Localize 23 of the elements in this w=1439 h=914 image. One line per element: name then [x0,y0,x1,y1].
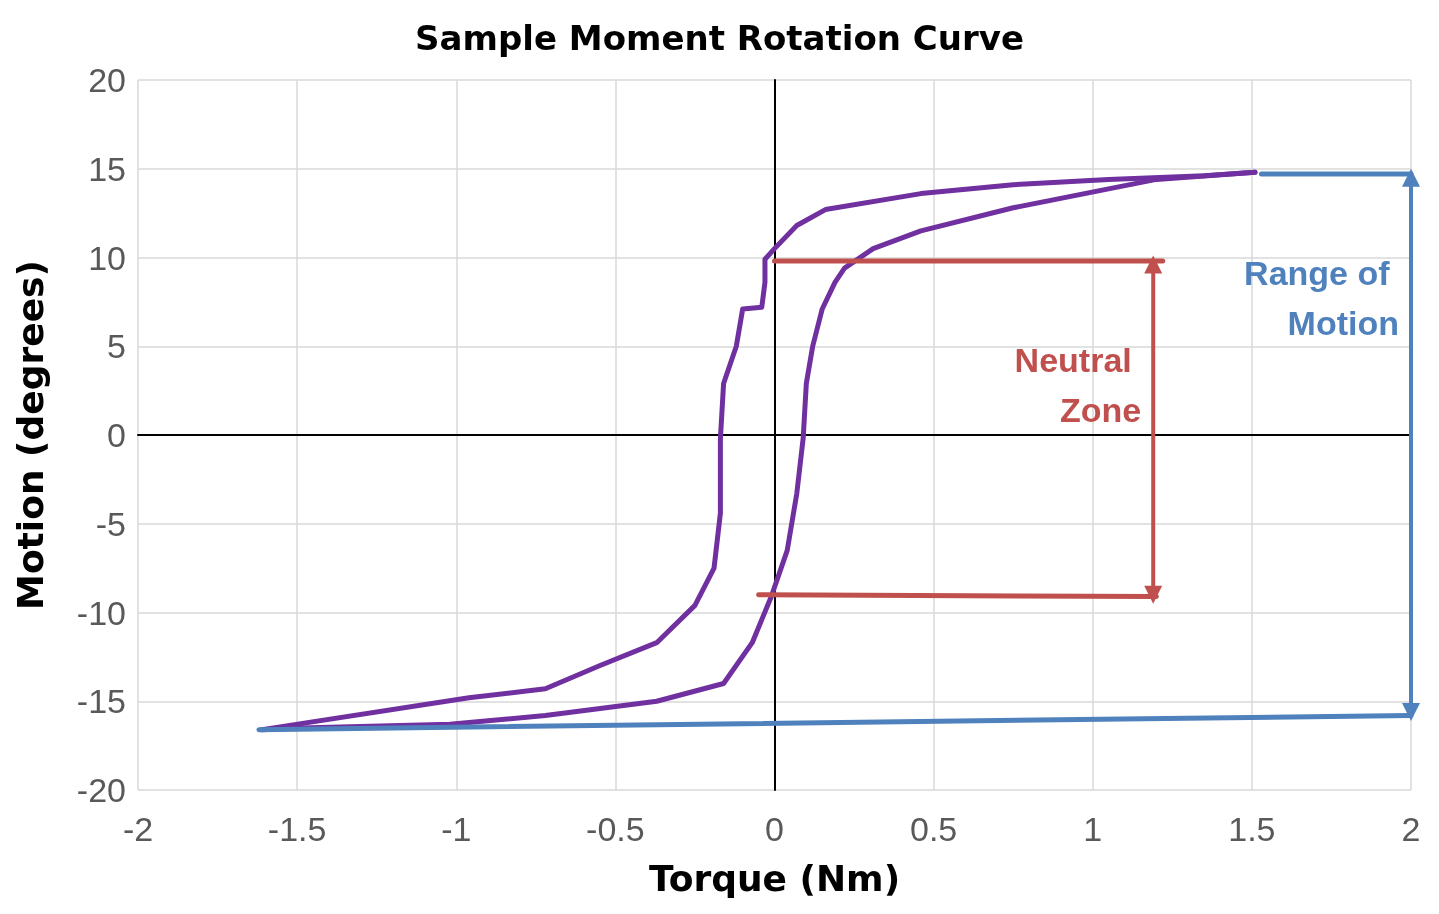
y-tick-label: 0 [107,416,126,454]
x-tick-label: 0.5 [909,810,958,848]
x-tick-label: 2 [1401,810,1421,848]
y-tick-label: -10 [76,593,126,632]
y-axis-title: Motion (degrees) [9,260,51,610]
annotation: Range of Motion [1244,253,1399,342]
x-tick-label: -2 [122,810,154,848]
y-tick-label: 15 [88,149,126,188]
x-tick-label: 1.5 [1228,810,1276,848]
y-tick-label: 20 [88,61,126,99]
chart-title: Sample Moment Rotation Curve [415,18,1024,58]
x-tick-label: -0.5 [586,810,645,848]
x-axis-title: Torque (Nm) [648,857,901,899]
y-tick-label: -20 [76,771,126,809]
annotation: Neutral Zone [1014,340,1142,429]
y-tick-label: 5 [107,327,126,366]
y-tick-label: -5 [95,504,126,543]
x-tick-label: -1 [441,810,472,848]
x-tick-label: 1 [1083,810,1103,848]
y-tick-label: 10 [88,238,126,277]
x-tick-label: 0 [765,810,784,848]
x-tick-label: -1.5 [267,810,327,848]
y-tick-label: -15 [76,682,126,721]
